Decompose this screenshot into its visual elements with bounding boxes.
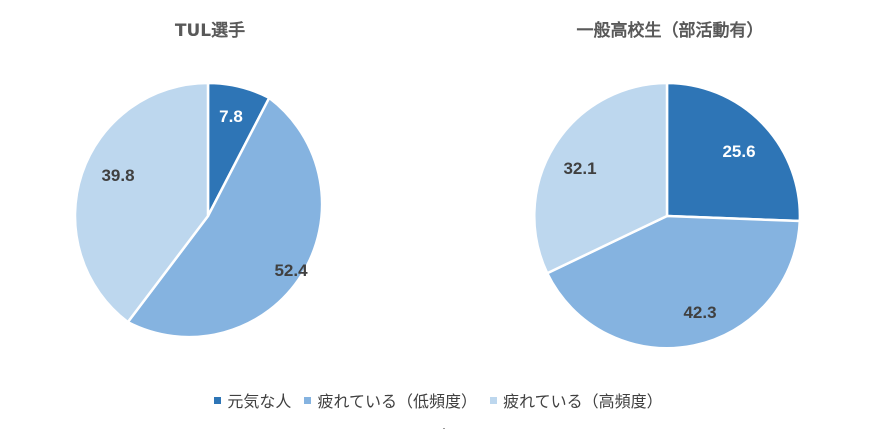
legend: 元気な人 疲れている（低頻度） 疲れている（高頻度）	[0, 388, 877, 412]
legend-swatch-medium-blue-icon	[304, 396, 312, 404]
legend-item-tired-high: 疲れている（高頻度）	[490, 388, 663, 412]
legend-item-genki: 元気な人	[214, 388, 291, 412]
label-tul-genki: 7.8	[219, 107, 243, 126]
label-hs-tired-high: 32.1	[563, 159, 596, 178]
stray-mark	[443, 428, 445, 429]
legend-item-tired-low: 疲れている（低頻度）	[304, 388, 477, 412]
slice-tired-low	[545, 214, 802, 350]
chart-title-highschool: 一般高校生（部活動有）	[576, 21, 764, 41]
chart-title-tul: TUL選手	[174, 21, 246, 41]
legend-label: 元気な人	[227, 392, 292, 411]
label-tul-tired-high: 39.8	[101, 166, 134, 185]
slice-tired-low	[125, 96, 324, 339]
legend-swatch-light-blue-icon	[490, 396, 498, 404]
slice-genki	[665, 81, 802, 223]
pie-highschool: 25.6 42.3 32.1	[533, 81, 802, 350]
legend-label: 疲れている（高頻度）	[503, 392, 663, 411]
label-hs-genki: 25.6	[722, 142, 755, 161]
label-tul-tired-low: 52.4	[274, 261, 308, 280]
slice-tired-high	[533, 81, 669, 275]
legend-label: 疲れている（低頻度）	[317, 392, 477, 411]
legend-swatch-dark-blue-icon	[214, 396, 222, 404]
label-hs-tired-low: 42.3	[683, 303, 716, 322]
pie-tul: 7.8 52.4 39.8	[73, 81, 324, 339]
slice-tired-high	[73, 81, 210, 324]
